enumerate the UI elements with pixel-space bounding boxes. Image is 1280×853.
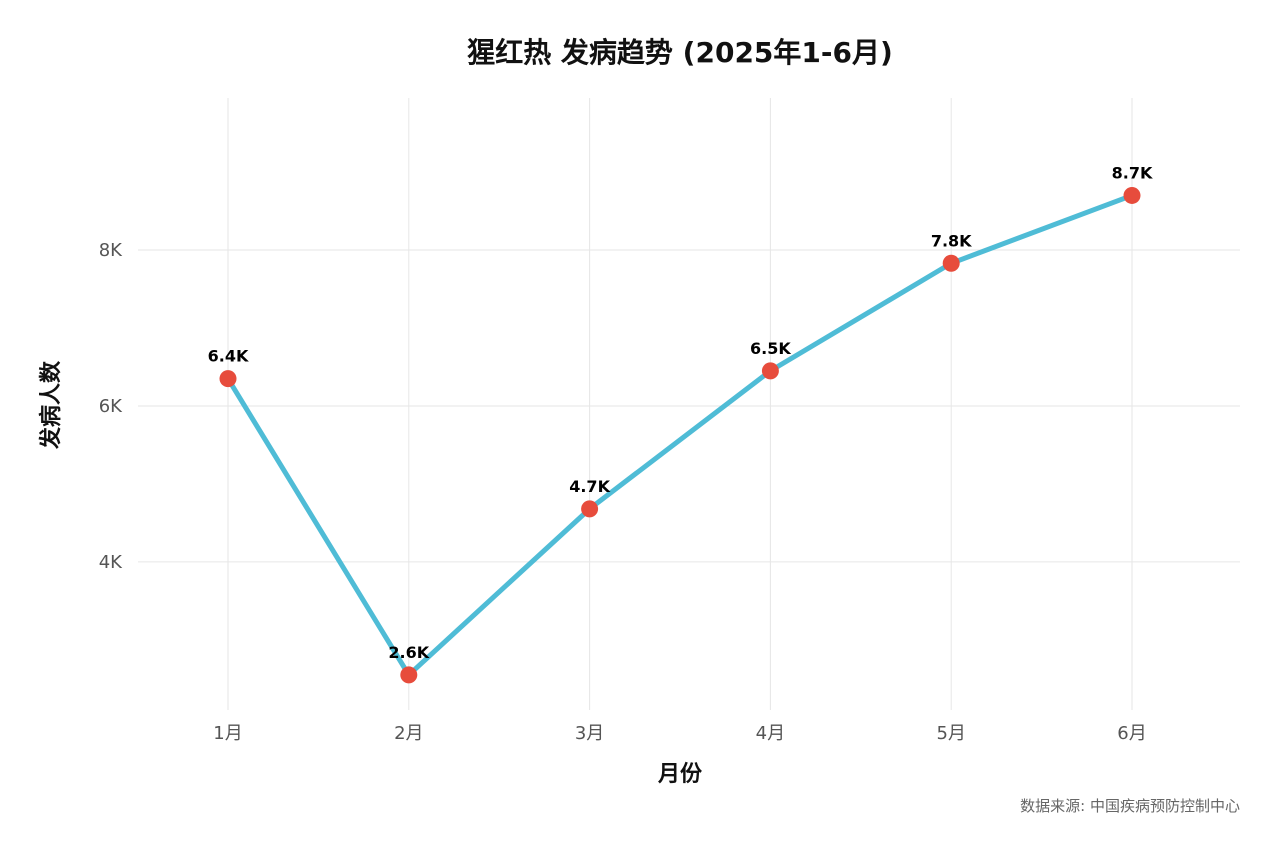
- data-label: 8.7K: [1112, 163, 1153, 182]
- data-label: 6.5K: [750, 339, 791, 358]
- data-point: [1123, 186, 1141, 204]
- x-tick-label: 1月: [213, 723, 242, 744]
- y-tick-label: 8K: [99, 240, 123, 261]
- data-label: 4.7K: [569, 477, 610, 496]
- y-axis-label: 发病人数: [38, 360, 64, 450]
- series-line: [225, 192, 1135, 678]
- data-label: 7.8K: [931, 231, 972, 250]
- y-tick-label: 4K: [99, 552, 123, 573]
- ticks-layer: 1月 2月 3月 4月 5月 6月 4K 6K 8K: [99, 240, 1147, 744]
- y-tick-label: 6K: [99, 396, 123, 417]
- data-point: [400, 666, 418, 684]
- chart-title: 猩红热 发病趋势 (2025年1-6月): [467, 36, 893, 69]
- grid-layer: [138, 98, 1240, 710]
- x-tick-label: 2月: [394, 723, 423, 744]
- data-point: [942, 254, 960, 272]
- x-tick-label: 4月: [756, 723, 785, 744]
- x-tick-label: 3月: [575, 723, 604, 744]
- data-label: 2.6K: [388, 643, 429, 662]
- data-label: 6.4K: [208, 347, 249, 366]
- data-point: [761, 362, 779, 380]
- x-axis-label: 月份: [657, 762, 703, 787]
- data-point: [581, 500, 599, 518]
- x-tick-label: 6月: [1117, 723, 1146, 744]
- source-caption: 数据来源: 中国疾病预防控制中心: [1020, 797, 1240, 815]
- series-layer: 6.4K 2.6K 4.7K 6.5K 7.8K 8.7K: [208, 163, 1153, 684]
- x-tick-label: 5月: [936, 723, 965, 744]
- data-point: [219, 370, 237, 388]
